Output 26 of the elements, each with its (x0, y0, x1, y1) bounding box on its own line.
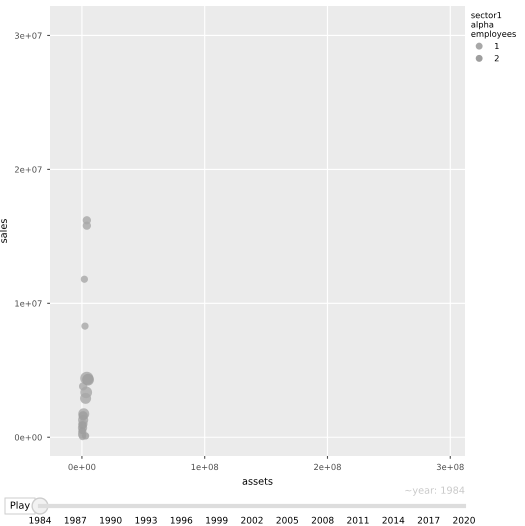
text: 2017 (418, 516, 440, 524)
text: 1990 (100, 516, 122, 524)
text: 1984 (30, 516, 51, 524)
x-tick-label: 3e+08 (436, 464, 464, 470)
y-tick-label: 1e+07 (15, 300, 42, 307)
text: 2002 (241, 516, 263, 524)
text: 1993 (136, 516, 157, 524)
text: 2005 (276, 516, 298, 524)
x-axis-title: assets (242, 478, 272, 485)
y-tick-label: 3e+07 (14, 32, 42, 39)
legend-label: 2 (494, 55, 499, 62)
text: 2011 (347, 516, 369, 524)
x-tick-label: 1e+08 (192, 464, 218, 470)
text: 2020 (453, 516, 475, 524)
text: 1996 (170, 516, 192, 524)
text: 1999 (206, 516, 228, 524)
text: Play (10, 501, 30, 511)
legend-title: sector1 alpha employees (471, 12, 516, 39)
x-tick-label: 0e+00 (68, 464, 96, 470)
legend-label: 1 (495, 42, 499, 50)
text: 2008 (312, 516, 334, 524)
x-tick-label: 2e+08 (314, 464, 341, 470)
text: 1987 (64, 516, 86, 524)
y-tick-label: 0e+00 (14, 434, 42, 441)
text: 2014 (382, 516, 404, 524)
y-tick-label: 2e+07 (14, 166, 42, 173)
